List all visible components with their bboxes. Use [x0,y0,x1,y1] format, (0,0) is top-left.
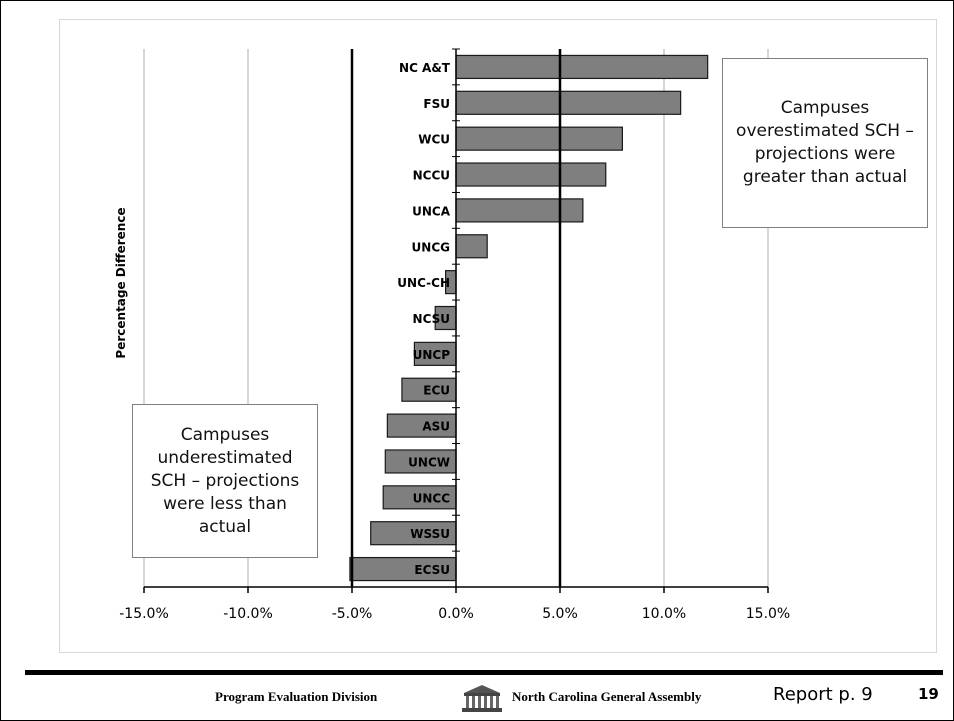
footer-divider [25,670,943,675]
legislative-building-icon [462,685,502,712]
category-label: ECSU [414,563,450,577]
category-label: WCU [418,133,450,147]
category-label: FSU [423,97,450,111]
footer-report-page: Report p. 9 [773,684,873,705]
category-label: ECU [423,384,450,398]
callout-underestimated: Campuses underestimated SCH – projection… [132,404,318,558]
x-tick-label: 0.0% [438,606,474,622]
footer-assembly: North Carolina General Assembly [512,689,702,704]
x-tick-label: -15.0% [119,606,169,622]
category-label: ASU [422,420,450,434]
category-label: UNCC [413,491,451,505]
category-label: UNCA [412,204,451,218]
x-tick-label: -10.0% [223,606,273,622]
callout-overestimated-text: Campuses overestimated SCH – projections… [736,98,914,187]
footer: Program Evaluation Division North Caroli… [1,683,953,717]
category-label: NCCU [413,169,450,183]
bar [455,162,607,187]
x-tick-label: 10.0% [642,606,686,622]
footer-division: Program Evaluation Division [215,689,378,704]
category-label: NC A&T [399,61,451,75]
bar [455,90,682,115]
callout-overestimated: Campuses overestimated SCH – projections… [722,58,928,228]
category-label: UNC-CH [397,276,450,290]
category-label: UNCG [412,240,450,254]
bar [455,234,488,259]
x-tick-label: -5.0% [332,606,373,622]
bar [455,126,623,151]
y-axis-label: Percentage Difference [114,207,128,358]
category-label: WSSU [410,527,450,541]
x-tick-label: 15.0% [746,606,790,622]
category-label: NCSU [413,312,450,326]
category-label: UNCW [408,455,450,469]
bar [455,54,709,80]
callout-underestimated-text: Campuses underestimated SCH – projection… [150,424,300,537]
footer-page-number: 19 [918,685,939,703]
bar [455,198,584,223]
category-label: UNCP [413,348,451,362]
x-tick-label: 5.0% [542,606,578,622]
